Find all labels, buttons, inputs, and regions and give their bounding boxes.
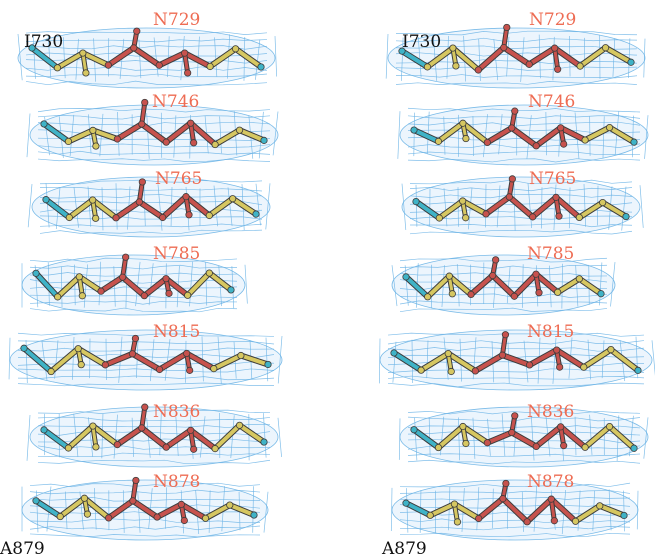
residue-label-start: I730 [402, 32, 442, 52]
residue-chain [40, 403, 268, 453]
residue-chain [28, 27, 265, 77]
residue-label-end: A879 [0, 539, 45, 559]
residue-label-n815: N815 [527, 322, 575, 342]
stereo-panel-right: I730 A879 N729 N746 N765 N785 N815 N836 … [370, 0, 655, 559]
residue-chain [20, 334, 272, 376]
residue-label-n746: N746 [152, 92, 200, 112]
residue-chain [32, 253, 235, 301]
residue-label-n765: N765 [155, 169, 203, 189]
residue-label-n785: N785 [527, 244, 575, 264]
residue-label-n878: N878 [527, 472, 575, 492]
residue-chain [398, 23, 635, 74]
residue-chain [402, 256, 605, 301]
residue-label-n729: N729 [153, 10, 201, 30]
residue-label-n785: N785 [153, 244, 201, 264]
residue-label-start: I730 [24, 32, 64, 52]
residue-label-n878: N878 [153, 472, 201, 492]
residue-label-n765: N765 [529, 169, 577, 189]
residue-label-n836: N836 [527, 402, 575, 422]
residue-chain [32, 476, 258, 525]
residue-chain [42, 178, 260, 222]
electron-density-mesh-icon [8, 27, 283, 541]
residue-label-n746: N746 [528, 92, 576, 112]
residue-chain [390, 331, 642, 376]
residue-label-end: A879 [382, 539, 427, 559]
residue-chain [402, 479, 628, 526]
residue-chain [410, 107, 638, 150]
residue-chain [412, 175, 630, 222]
residue-chain [410, 412, 638, 452]
stereo-panel-left: I730 A879 N729 N746 N765 N785 N815 N836 … [0, 0, 300, 559]
residue-label-n836: N836 [153, 402, 201, 422]
residue-chain [40, 98, 268, 150]
residue-label-n729: N729 [529, 10, 577, 30]
residue-label-n815: N815 [153, 322, 201, 342]
electron-density-mesh-icon [379, 23, 655, 541]
